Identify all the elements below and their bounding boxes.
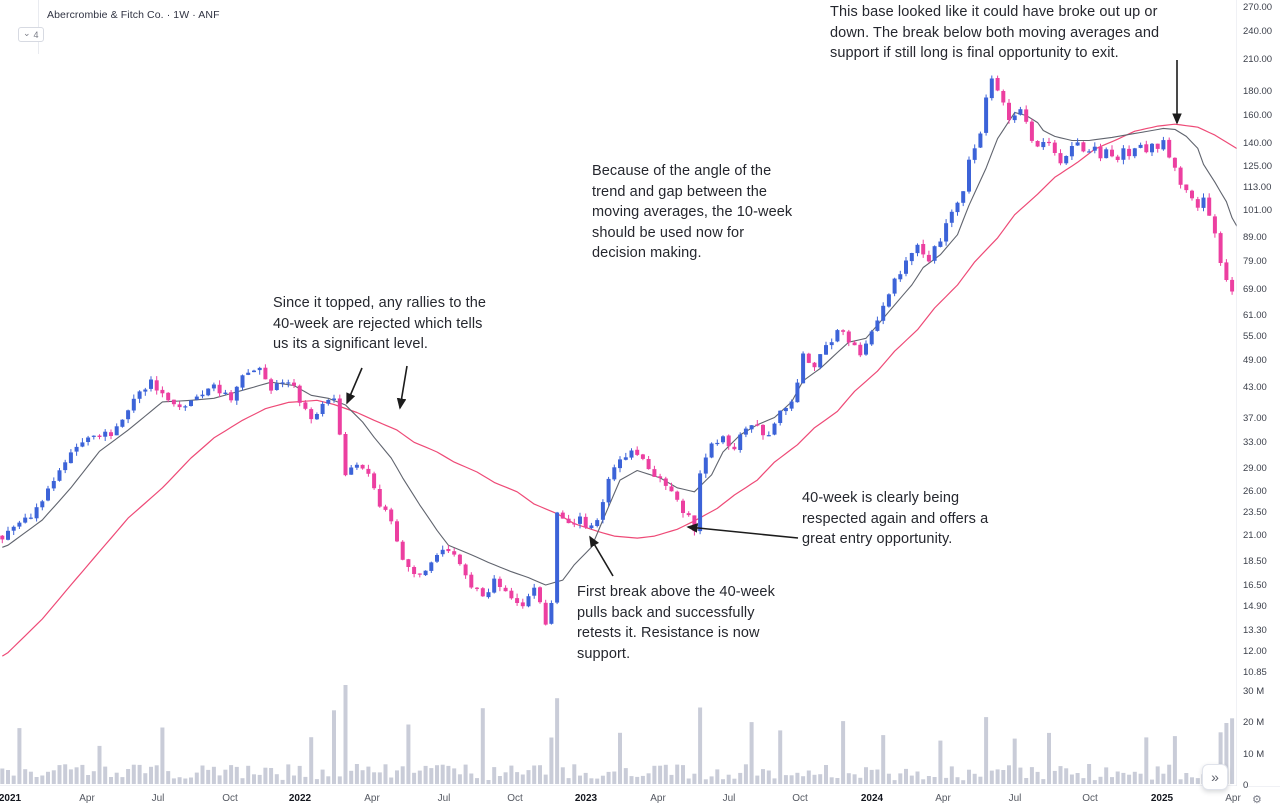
time-tick-label: Jul	[1008, 793, 1022, 804]
price-tick-label: 89.00	[1243, 231, 1267, 243]
axis-lines	[0, 0, 1280, 787]
price-tick-label: 180.00	[1243, 85, 1273, 97]
chevron-down-icon: ⌄	[23, 28, 31, 38]
price-tick-label: 240.00	[1243, 26, 1273, 38]
price-tick-label: 29.00	[1243, 463, 1267, 475]
price-tick-label: 16.50	[1243, 580, 1267, 592]
time-tick-label: Oct	[792, 793, 808, 804]
price-tick-label: 26.00	[1243, 485, 1267, 497]
time-tick-label: Jul	[151, 793, 165, 804]
price-tick-label: 10.85	[1243, 666, 1267, 678]
time-tick-label: 2022	[288, 793, 312, 804]
price-tick-label: 13.30	[1243, 624, 1267, 636]
price-tick-label: 113.00	[1243, 182, 1272, 194]
time-tick-label: Oct	[222, 793, 238, 804]
symbol-title: Abercrombie & Fitch Co. · 1W · ANF	[47, 9, 220, 21]
double-chevron-right-icon: »	[1211, 769, 1219, 785]
price-tick-label: 49.00	[1243, 354, 1267, 366]
price-tick-label: 125.00	[1243, 161, 1273, 173]
price-tick-label: 270.00	[1243, 2, 1273, 13]
price-tick-label: 160.00	[1243, 110, 1273, 122]
time-tick-label: Apr	[79, 793, 95, 804]
axis-settings-gear-icon[interactable]: ⚙	[1252, 794, 1262, 806]
price-tick-label: 18.50	[1243, 556, 1267, 568]
price-tick-label: 55.00	[1243, 331, 1267, 343]
annotation-arrows	[346, 60, 1182, 577]
price-tick-label: 101.00	[1243, 205, 1273, 217]
indicator-count: 4	[33, 29, 39, 40]
indicators-collapsed-chip[interactable]: ⌄ 4	[18, 27, 44, 42]
time-tick-label: Oct	[1082, 793, 1098, 804]
time-tick-label: Jul	[437, 793, 451, 804]
time-axis[interactable]: 2021 Apr Jul Oct 2022 Apr Jul Oct 2023 Apr Jul Oct 2…	[0, 786, 1243, 812]
volume-tick-label: 30 M	[1243, 686, 1265, 698]
price-tick-label: 37.00	[1243, 413, 1267, 425]
price-tick-label: 14.90	[1243, 601, 1267, 613]
time-tick-label: Oct	[507, 793, 523, 804]
candles	[0, 75, 1235, 626]
time-tick-label: Apr	[650, 793, 666, 804]
price-tick-label: 43.00	[1243, 381, 1267, 393]
price-tick-label: 12.00	[1243, 645, 1267, 657]
scroll-to-recent-button[interactable]: »	[1202, 764, 1228, 790]
price-tick-label: 210.00	[1243, 53, 1273, 65]
price-tick-label: 79.00	[1243, 256, 1267, 268]
time-tick-label: Apr	[364, 793, 380, 804]
annotation-base-breakdown[interactable]: This base looked like it could have brok…	[830, 4, 1160, 62]
price-tick-label: 140.00	[1243, 137, 1273, 149]
volume-tick-label: 0	[1243, 780, 1249, 791]
annotation-rallies-rejected[interactable]: Since it topped, any rallies to the 40-w…	[273, 295, 487, 353]
volume-bars	[0, 685, 1235, 784]
ma-40-week-line	[1, 123, 1239, 657]
volume-tick-label: 10 M	[1243, 748, 1265, 760]
price-tick-label: 23.50	[1243, 506, 1267, 518]
price-tick-label: 21.00	[1243, 530, 1267, 542]
time-tick-label: Apr	[935, 793, 951, 804]
annotation-ma-angle[interactable]: Because of the angle of the trend and ga…	[592, 163, 793, 262]
price-tick-label: 33.00	[1243, 436, 1267, 448]
price-tick-label: 69.00	[1243, 284, 1267, 296]
time-tick-label: 2024	[860, 793, 884, 804]
annotation-first-break[interactable]: First break above the 40-week pulls back…	[577, 584, 775, 662]
time-tick-label: Apr	[1225, 793, 1241, 804]
annotation-40w-respected[interactable]: 40-week is clearly being respected again…	[802, 490, 989, 548]
symbol-legend[interactable]: Abercrombie & Fitch Co. · 1W · ANF	[47, 9, 220, 21]
price-axis[interactable]: 270.00 240.00 210.00 180.00 160.00 140.00 125.…	[1237, 0, 1280, 791]
time-tick-label: 2023	[574, 793, 598, 804]
time-tick-label: 2021	[0, 793, 22, 804]
time-tick-label: Jul	[722, 793, 736, 804]
time-tick-label: 2025	[1150, 793, 1174, 804]
price-tick-label: 61.00	[1243, 309, 1267, 321]
volume-tick-label: 20 M	[1243, 717, 1265, 729]
